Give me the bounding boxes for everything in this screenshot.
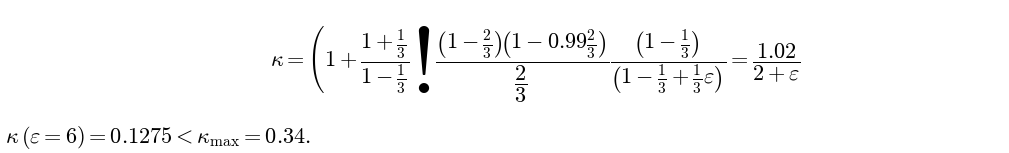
Text: $\kappa = \left(1 + \dfrac{1+\frac{1}{3}}{1-\frac{1}{3}}\right) \dfrac{\left(1-\: $\kappa = \left(1 + \dfrac{1+\frac{1}{3}… <box>269 24 800 104</box>
Text: $\kappa\,(\varepsilon=6) = 0.1275 < \kappa_{\mathrm{max}} = 0.34.$: $\kappa\,(\varepsilon=6) = 0.1275 < \kap… <box>5 124 311 151</box>
